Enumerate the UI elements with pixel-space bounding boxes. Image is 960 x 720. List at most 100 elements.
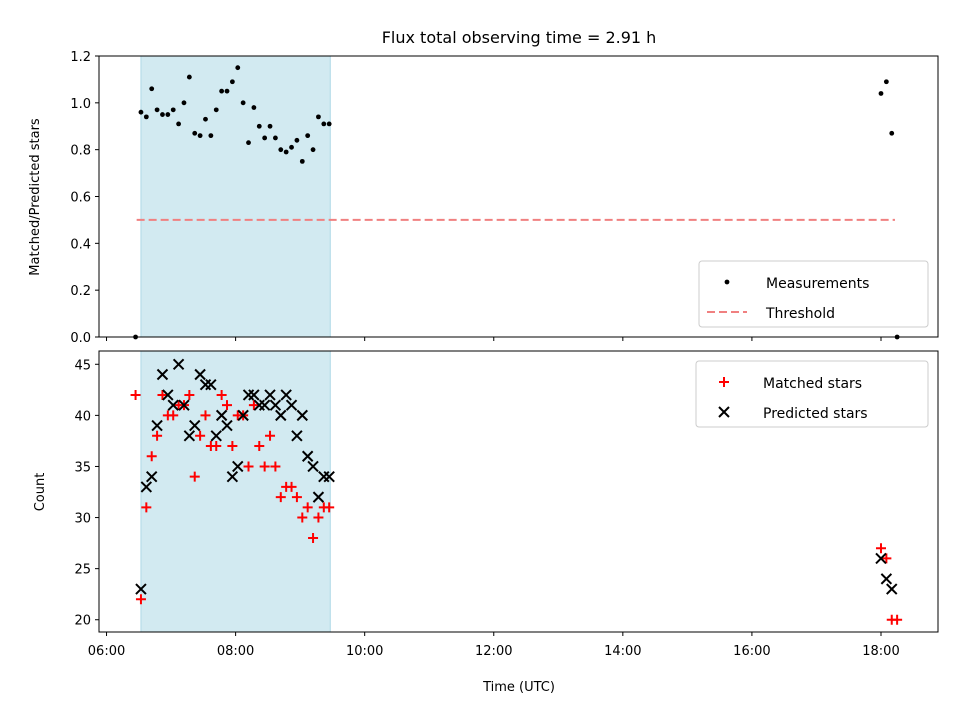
predicted-point <box>221 419 233 432</box>
matched-point <box>157 389 168 400</box>
predicted-point <box>210 430 222 442</box>
matched-point <box>892 614 903 625</box>
legend-box <box>698 260 929 328</box>
y-tick-label: 0.8 <box>70 144 91 159</box>
y-tick-label: 45 <box>74 358 91 373</box>
matched-point <box>146 451 157 462</box>
measurement-point <box>213 107 219 113</box>
matched-point <box>265 430 276 441</box>
matched-point <box>881 553 892 564</box>
legend-marker-plus <box>719 377 729 387</box>
predicted-point <box>312 491 325 503</box>
predicted-point <box>226 470 239 483</box>
measurement-point <box>326 121 332 127</box>
predicted-point <box>269 399 282 411</box>
measurement-point <box>143 114 149 120</box>
measurement-point <box>878 91 884 96</box>
predicted-point <box>875 552 887 565</box>
predicted-point <box>291 430 303 442</box>
measurement-point <box>186 74 192 80</box>
measurement-point <box>283 149 289 155</box>
predicted-point <box>145 470 158 483</box>
legend: Measurements Threshold <box>698 260 929 328</box>
matched-point <box>222 400 233 411</box>
measurement-point <box>224 88 230 94</box>
x-tick-label: 16:00 <box>733 644 770 659</box>
measurement-point <box>149 86 155 92</box>
measurement-point <box>267 123 273 129</box>
predicted-point <box>167 399 179 411</box>
x-tick-label: 10:00 <box>346 644 383 659</box>
matched-point <box>297 512 308 523</box>
measurement-point <box>321 121 327 127</box>
measurement-point <box>138 109 144 115</box>
count-axis-label: Count <box>33 473 48 512</box>
plot-frame <box>98 350 939 633</box>
y-tick-label: 20 <box>74 614 91 629</box>
ratio-axis-label: Matched/Predicted stars <box>28 118 43 276</box>
y-tick-label: 0.0 <box>70 331 91 346</box>
matched-point <box>168 410 179 421</box>
x-tick-label: 06:00 <box>88 644 125 659</box>
predicted-point <box>156 368 169 381</box>
x-tick-label: 12:00 <box>475 644 512 659</box>
measurement-point <box>883 79 889 85</box>
measurement-point <box>299 158 305 164</box>
matched-point <box>130 389 141 400</box>
matched-point <box>291 492 302 503</box>
measurement-point <box>240 100 246 106</box>
legend-label: Matched stars <box>763 376 862 392</box>
matched-point <box>243 461 254 472</box>
matched-point <box>200 410 211 421</box>
measurement-point <box>197 133 203 139</box>
y-tick-label: 30 <box>74 512 91 527</box>
measurement-point <box>235 65 241 71</box>
measurement-point <box>181 100 187 106</box>
predicted-point <box>301 450 314 462</box>
measurement-point <box>160 112 165 117</box>
legend-label: Measurements <box>766 276 869 292</box>
matched-point <box>184 389 195 400</box>
y-tick-label: 0.2 <box>70 284 91 299</box>
measurement-point <box>262 135 268 141</box>
time-axis-label: Time (UTC) <box>482 680 555 695</box>
measurement-point <box>251 105 257 110</box>
predicted-point <box>162 389 174 401</box>
y-tick-label: 0.6 <box>70 191 91 206</box>
predicted-point <box>172 358 185 370</box>
measurement-point <box>310 147 316 153</box>
predicted-point <box>232 460 244 473</box>
x-tick-label: 08:00 <box>217 644 254 659</box>
y-tick-label: 1.2 <box>70 50 91 65</box>
legend-label: Predicted stars <box>763 406 868 422</box>
predicted-point <box>248 389 260 401</box>
predicted-point <box>323 470 335 483</box>
observing-window-shade <box>140 55 331 338</box>
predicted-point <box>178 399 190 411</box>
predicted-point <box>296 409 309 422</box>
predicted-point <box>194 368 206 381</box>
y-tick-label: 25 <box>74 563 91 578</box>
measurement-point <box>889 130 895 136</box>
predicted-point <box>258 399 271 411</box>
matched-point <box>275 492 286 503</box>
measurement-point <box>176 121 181 127</box>
measurement-point <box>256 123 262 129</box>
chart-title: Flux total observing time = 2.91 h <box>382 28 657 47</box>
predicted-point <box>285 399 298 411</box>
matched-point <box>135 594 146 605</box>
matched-point <box>141 502 152 513</box>
predicted-point <box>215 409 228 422</box>
x-tick-label: 14:00 <box>604 644 641 659</box>
legend: Matched stars Predicted stars <box>695 360 929 428</box>
ratio-panel: 0.0 0.2 0.4 0.6 0.8 1.0 1.2 Measurements Thresho… <box>70 50 939 346</box>
matched-point <box>875 543 886 554</box>
measurement-point <box>316 114 321 120</box>
matched-point <box>195 430 206 441</box>
matched-point <box>308 532 319 543</box>
matched-point <box>313 512 324 523</box>
matched-point <box>216 389 227 400</box>
matched-point <box>324 502 335 513</box>
y-tick-label: 35 <box>74 460 91 475</box>
predicted-point <box>205 379 217 391</box>
